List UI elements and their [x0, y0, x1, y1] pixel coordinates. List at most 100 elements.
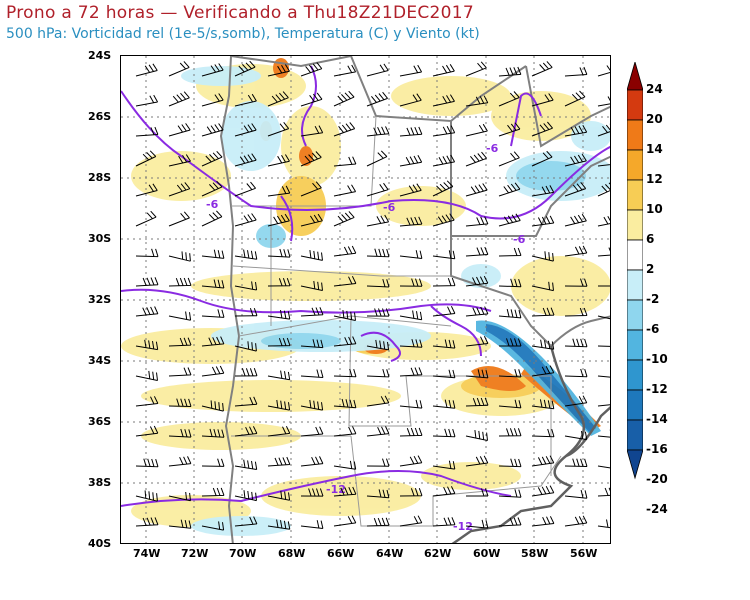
wind-barb	[201, 365, 225, 377]
wind-barb	[168, 154, 191, 167]
wind-barb	[597, 375, 610, 378]
wind-barb	[531, 150, 553, 167]
wind-barb	[267, 490, 291, 501]
wind-barb	[399, 183, 422, 197]
wind-barb	[597, 404, 610, 407]
wind-barb	[135, 458, 159, 468]
colorbar-label: 14	[646, 142, 663, 156]
wind-barb	[135, 94, 159, 107]
wind-barb	[135, 396, 159, 407]
wind-barb	[366, 426, 390, 437]
wind-barb	[564, 181, 587, 197]
wind-barb	[432, 517, 456, 527]
wind-barb	[366, 308, 390, 317]
colorbar	[627, 62, 643, 480]
lat-label: 28S	[88, 171, 112, 184]
wind-barb	[168, 91, 190, 107]
wind-barb	[234, 249, 258, 260]
wind-barb	[300, 125, 324, 137]
wind-barb	[498, 428, 522, 437]
colorbar-label: 20	[646, 112, 663, 126]
wind-barb	[498, 278, 522, 288]
wind-barb	[366, 517, 390, 527]
wind-barb	[267, 456, 291, 467]
wind-barb	[333, 156, 357, 167]
wind-barb	[597, 429, 610, 438]
wind-barb	[333, 90, 355, 107]
contour-labels: -6 -6 -6 -6 -12 -12	[206, 142, 526, 533]
wind-barb	[597, 285, 610, 287]
wind-barb	[201, 93, 224, 107]
wind-barb	[597, 519, 610, 529]
wind-barb	[267, 399, 291, 411]
wind-barb	[333, 310, 356, 321]
wind-barb	[300, 399, 324, 411]
wind-barb	[135, 210, 157, 227]
wind-barb	[597, 465, 610, 469]
colorbar-cells	[627, 62, 643, 480]
wind-barb	[564, 245, 588, 257]
wind-barb	[234, 308, 258, 317]
wind-barb	[432, 277, 456, 287]
lat-label: 32S	[88, 293, 112, 306]
wind-barb	[234, 181, 256, 197]
wind-barb	[564, 66, 588, 77]
wind-barb	[564, 458, 588, 467]
lat-label: 34S	[88, 354, 112, 367]
wind-barb	[432, 428, 456, 438]
wind-barb	[201, 279, 225, 289]
wind-barb	[432, 180, 454, 197]
wind-barb	[498, 182, 521, 197]
wind-barb	[531, 251, 554, 262]
wind-barb	[267, 213, 290, 227]
wind-barb	[135, 517, 159, 527]
wind-barb	[531, 365, 555, 377]
colorbar-label: 6	[646, 232, 655, 246]
wind-barb	[333, 460, 357, 470]
wind-barb	[366, 248, 390, 258]
wind-barb	[465, 246, 489, 257]
wind-barb	[564, 338, 588, 348]
lat-label: 26S	[88, 110, 112, 123]
wind-barb	[498, 489, 522, 498]
wind-barb	[564, 153, 587, 167]
wind-barb	[399, 93, 422, 107]
colorbar-cell	[627, 89, 643, 121]
wind-barb	[135, 277, 159, 287]
lon-label: 66W	[327, 547, 355, 560]
wind-barb	[267, 425, 291, 437]
wind-barb	[267, 64, 290, 77]
wind-barb	[300, 307, 324, 317]
wind-barb	[465, 275, 489, 287]
colorbar-label: -14	[646, 412, 668, 426]
wind-barb	[267, 370, 291, 381]
wind-barb	[168, 398, 192, 407]
wind-barbs	[135, 60, 610, 531]
wind-barb	[531, 455, 555, 467]
colorbar-label: -20	[646, 472, 668, 486]
lat-label: 40S	[88, 537, 112, 550]
wind-barb	[234, 459, 258, 470]
colorbar-label: -16	[646, 442, 668, 456]
wind-barb	[366, 458, 390, 467]
wind-barb	[498, 151, 520, 167]
wind-barb	[135, 339, 159, 351]
wind-barb	[267, 519, 291, 530]
wind-barb	[135, 150, 157, 167]
wind-barb	[201, 249, 225, 259]
wind-barb	[465, 61, 487, 77]
wind-barb	[333, 184, 357, 197]
wind-barb	[564, 489, 588, 499]
wind-barb	[499, 338, 522, 347]
colorbar-label: -2	[646, 292, 660, 306]
wind-barb	[531, 428, 555, 438]
wind-barb	[531, 281, 554, 292]
wind-barb	[498, 122, 521, 137]
coastline	[451, 345, 610, 543]
wind-barb	[168, 61, 190, 77]
wind-barb	[465, 430, 488, 441]
wind-barb	[333, 336, 357, 347]
colorbar-cell	[627, 209, 643, 241]
wind-barb	[234, 396, 258, 407]
contour-label: -6	[513, 233, 526, 246]
